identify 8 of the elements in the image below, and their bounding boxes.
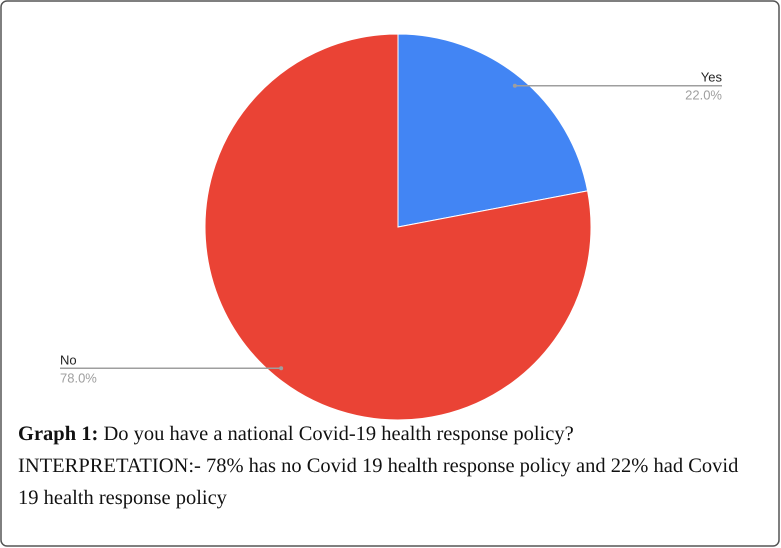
pie-slice bbox=[204, 34, 592, 420]
slice-label: No bbox=[60, 352, 77, 368]
text: Do you have a national Covid-19 health response policy? bbox=[103, 423, 574, 445]
text: Graph 1: bbox=[18, 423, 98, 445]
slice-label: Yes bbox=[700, 70, 722, 85]
data-label: 22.0% bbox=[685, 88, 722, 103]
text: INTERPRETATION:- 78% has no Covid 19 health response policy and 22% had Covid 19 health response policy bbox=[18, 454, 740, 511]
data-label: 78.0% bbox=[60, 370, 98, 386]
